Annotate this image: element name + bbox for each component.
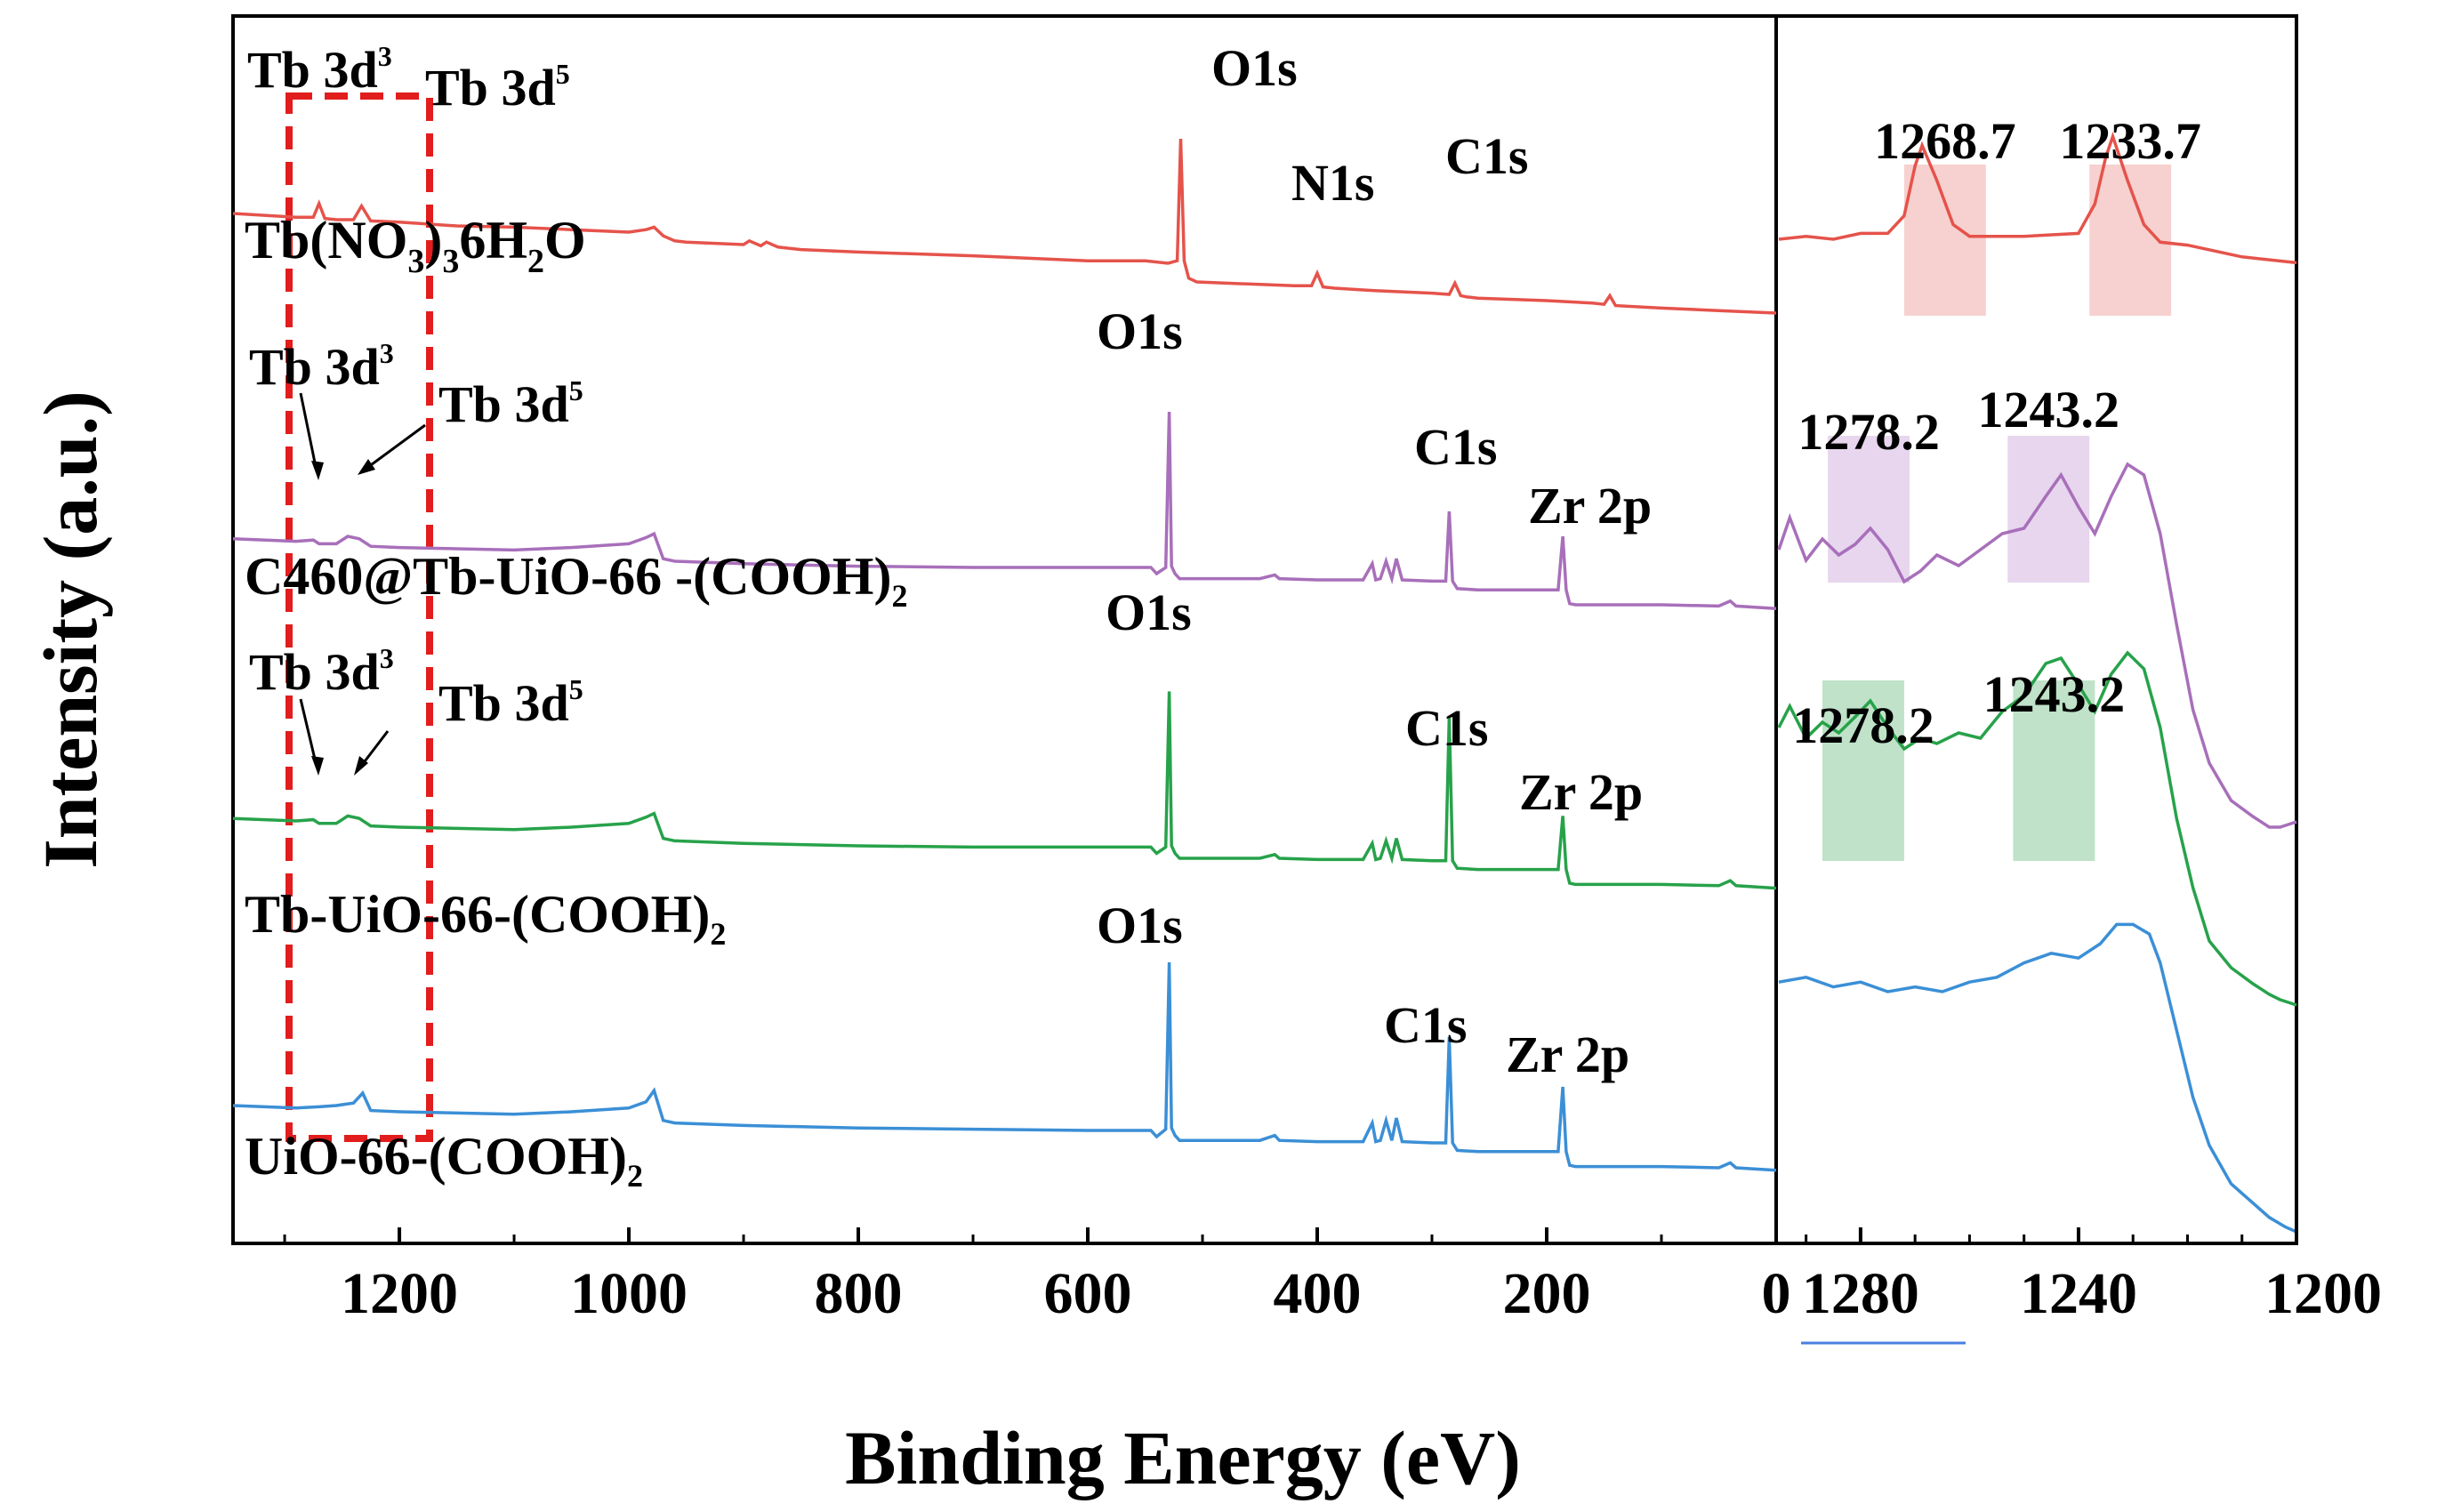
annotation-o1s-series3: O1s: [1106, 583, 1192, 641]
tb3d3-sup: 3: [380, 337, 394, 369]
main-series-line-3: [232, 691, 1777, 890]
arrowhead-tb3d3-series2: [311, 461, 324, 480]
series-label-c460-tb-uio: C460@Tb-UiO-66 -(COOH)2: [245, 547, 907, 614]
s1-sub1: 3: [407, 243, 424, 280]
tb3d3-text: Tb 3d: [249, 338, 380, 396]
x-axis-label: Binding Energy (eV): [845, 1415, 1521, 1500]
main-tick-label: 400: [1274, 1261, 1362, 1326]
inset-peak-label: 1243.2: [1983, 665, 2126, 723]
annotation-o1s-series1: O1s: [1211, 39, 1298, 97]
annotation-c1s-series3: C1s: [1405, 699, 1488, 757]
main-tick-label: 600: [1044, 1261, 1132, 1326]
tb3d5-text: Tb 3d: [438, 674, 569, 732]
y-axis-label: Intensity (a.u.): [28, 390, 113, 869]
s2-sub1: 2: [891, 578, 907, 614]
series-label-tb-nitrate: Tb(NO3)36H2O: [245, 211, 586, 280]
peak-band: [2007, 436, 2090, 583]
tb-3d-region-box: [286, 92, 433, 1142]
arrow-tb3d3-series3: [299, 698, 318, 768]
main-tick-label: 800: [815, 1261, 903, 1326]
inset-x-ticks: 1280 1240 1200: [1802, 1227, 2382, 1326]
main-tick-label: 1200: [341, 1261, 458, 1326]
annotation-zr2p-series3: Zr 2p: [1519, 763, 1643, 821]
inset-peak-label: 1278.2: [1792, 696, 1934, 754]
tb3d5-sup: 5: [569, 374, 583, 406]
inset-series-line-2: [1777, 462, 2297, 829]
tb3d3-text: Tb 3d: [249, 643, 380, 701]
s3-sub1: 2: [710, 916, 726, 952]
main-series-line-4: [232, 961, 1777, 1172]
annotation-zr2p-series4: Zr 2p: [1506, 1025, 1629, 1083]
arrow-tb3d5-series2: [364, 423, 426, 471]
s1-tail: O: [544, 211, 586, 269]
main-series-group: [232, 138, 1777, 1172]
inset-peak-label: 1278.2: [1798, 403, 1940, 461]
inset-peak-label: 1268.7: [1874, 112, 2016, 170]
inset-series-group: [1777, 132, 2297, 1234]
main-tick-label: 200: [1503, 1261, 1591, 1326]
inset-plot-frame: [1774, 14, 2298, 1245]
s4-sub1: 2: [627, 1158, 643, 1194]
s1-mid: ): [424, 211, 442, 269]
main-tick-label: 0: [1762, 1261, 1791, 1326]
tb3d3-sup: 3: [380, 642, 394, 674]
arrowhead-tb3d5-series2: [358, 459, 375, 475]
annotation-tb3d3-series2: Tb 3d3: [249, 337, 394, 396]
inset-peak-labels: 1268.7 1233.7 1278.2 1243.2 1278.2 1243.2: [1792, 112, 2201, 754]
tb3d5-text: Tb 3d: [425, 59, 556, 117]
peak-band: [2013, 680, 2095, 861]
inset-series-line-3: [1777, 650, 2297, 1007]
s3-main: Tb-UiO-66-(COOH): [245, 885, 710, 944]
tb3d5-sup: 5: [569, 673, 583, 705]
tb3d5-text: Tb 3d: [438, 375, 569, 433]
annotation-tb3d5-series3: Tb 3d5: [438, 673, 583, 732]
s1-mid2: 6H: [459, 211, 527, 269]
annotation-zr2p-series2: Zr 2p: [1528, 477, 1652, 535]
annotation-o1s-series4: O1s: [1097, 897, 1183, 954]
annotation-o1s-series2: O1s: [1097, 302, 1183, 360]
peak-band: [1903, 165, 1986, 316]
annotation-tb3d5-series2: Tb 3d5: [438, 374, 583, 433]
series-label-uio: UiO-66-(COOH)2: [245, 1127, 643, 1194]
annotation-n1s: N1s: [1291, 154, 1374, 212]
annotation-c1s-series1: C1s: [1445, 127, 1528, 185]
annotation-c1s-series2: C1s: [1414, 418, 1497, 476]
tb3d5-sup: 5: [556, 58, 570, 90]
s4-main: UiO-66-(COOH): [245, 1127, 627, 1186]
main-tick-label: 1000: [570, 1261, 688, 1326]
annotation-c1s-series4: C1s: [1384, 996, 1467, 1054]
inset-tick-label: 1280: [1802, 1261, 1919, 1326]
peak-band: [1828, 436, 1910, 583]
series-label-tb-uio: Tb-UiO-66-(COOH)2: [245, 885, 726, 952]
arrow-tb3d3-series2: [299, 392, 318, 472]
peak-highlight-bands: [1822, 165, 2172, 861]
tb3d3-text: Tb 3d: [247, 41, 378, 99]
s1-main: Tb(NO: [245, 211, 407, 269]
arrowhead-tb3d3-series3: [311, 756, 324, 776]
inset-series-line-4: [1778, 922, 2297, 1234]
arrowhead-tb3d5-series3: [354, 756, 368, 776]
s2-main: C460@Tb-UiO-66 -(COOH): [245, 547, 891, 606]
inset-tick-label: 1240: [2020, 1261, 2137, 1326]
main-series-line-2: [232, 411, 1777, 610]
s1-sub3: 2: [527, 243, 544, 280]
main-series-line-1: [232, 138, 1777, 315]
annotation-tb3d5-series1: Tb 3d5: [425, 58, 570, 117]
tb3d3-sup: 3: [378, 40, 392, 72]
s1-sub2: 3: [442, 243, 459, 280]
annotation-tb3d3-series3: Tb 3d3: [249, 642, 394, 701]
inset-series-line-1: [1778, 132, 2297, 265]
inset-peak-label: 1243.2: [1978, 381, 2120, 438]
main-x-ticks: 1200 1000 800 600 400 200 0: [283, 1227, 1791, 1326]
inset-peak-label: 1233.7: [2059, 112, 2201, 170]
inset-tick-label: 1200: [2264, 1261, 2382, 1326]
annotation-tb3d3-series1: Tb 3d3: [247, 40, 392, 99]
